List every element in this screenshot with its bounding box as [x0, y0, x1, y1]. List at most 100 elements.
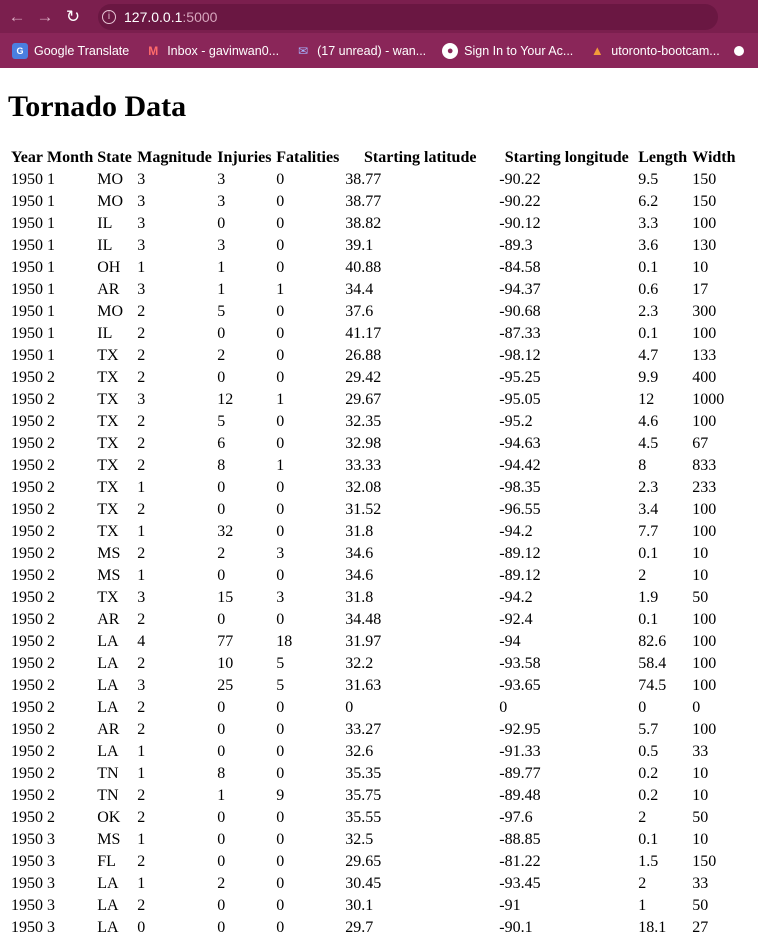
- table-cell: 32.5: [345, 831, 374, 848]
- table-cell: 2: [137, 369, 146, 386]
- table-cell: 30.45: [345, 875, 382, 892]
- table-cell: 1: [47, 193, 55, 210]
- forward-arrow-icon[interactable]: →: [36, 6, 54, 26]
- table-cell: 100: [692, 215, 717, 232]
- table-cell: -89.77: [499, 765, 541, 782]
- table-cell: 9.9: [638, 369, 659, 386]
- table-cell: 2: [47, 611, 55, 628]
- table-cell: 0: [276, 259, 285, 276]
- table-cell: 1950: [11, 809, 43, 826]
- table-cell: 29.42: [345, 369, 382, 386]
- table-cell: OK: [97, 809, 121, 826]
- table-cell: 1950: [11, 303, 43, 320]
- table-cell: -89.3: [499, 237, 533, 254]
- table-cell: 33: [692, 875, 709, 892]
- table-cell: 3: [137, 193, 146, 210]
- table-cell: 2: [638, 809, 647, 826]
- table-cell: 2: [137, 699, 146, 716]
- table-cell: 0: [276, 765, 285, 782]
- column-header: Month: [47, 149, 94, 166]
- table-cell: 1: [137, 523, 146, 540]
- table-cell: 0: [276, 919, 285, 936]
- bookmark-gitlab[interactable]: ▲ utoronto-bootcam...: [589, 43, 720, 59]
- table-cell: 1: [276, 281, 285, 298]
- table-cell: 100: [692, 611, 717, 628]
- table-cell: -92.4: [499, 611, 533, 628]
- info-icon[interactable]: i: [102, 9, 116, 24]
- table-cell: 33: [692, 743, 709, 760]
- table-cell: 3: [217, 193, 226, 210]
- table-cell: 3: [137, 281, 146, 298]
- bookmark-label: (17 unread) - wan...: [317, 43, 427, 58]
- table-cell: 1950: [11, 677, 43, 694]
- bookmark-google-translate[interactable]: G Google Translate: [12, 42, 129, 59]
- table-cell: TN: [97, 765, 119, 782]
- table-cell: TX: [97, 347, 119, 364]
- table-cell: 1950: [11, 897, 43, 914]
- table-cell: 1: [47, 325, 55, 342]
- table-cell: -95.05: [499, 391, 541, 408]
- address-bar[interactable]: i 127.0.0.1:5000: [98, 3, 718, 30]
- table-cell: -95.25: [499, 369, 541, 386]
- table-cell: 2: [137, 303, 146, 320]
- table-cell: 10: [692, 765, 709, 782]
- bookmark-sign-in[interactable]: ● Sign In to Your Ac...: [442, 42, 573, 59]
- table-row: 1950 3 MS 1 0 0 32.5 -88.85 0.1 10: [10, 830, 737, 850]
- table-cell: 3: [276, 589, 285, 606]
- table-cell: -90.22: [499, 193, 541, 210]
- table-cell: 1950: [11, 743, 43, 760]
- table-cell: 1: [137, 743, 146, 760]
- table-row: 1950 2 TX 1 0 0 32.08 -98.35 2.3 233: [10, 478, 737, 498]
- bookmark-inbox[interactable]: M Inbox - gavinwan0...: [145, 43, 279, 59]
- table-cell: -96.55: [499, 501, 541, 518]
- table-cell: 3.3: [638, 215, 659, 232]
- table-cell: 1: [638, 897, 647, 914]
- table-cell: 150: [692, 193, 717, 210]
- back-arrow-icon[interactable]: ←: [8, 6, 26, 26]
- table-cell: 32: [217, 523, 234, 540]
- table-cell: 0.1: [638, 831, 659, 848]
- column-header: Year: [11, 149, 43, 166]
- table-cell: 12: [217, 391, 234, 408]
- table-cell: 3.6: [638, 237, 659, 254]
- reload-icon[interactable]: ↻: [65, 6, 81, 26]
- table-cell: OH: [97, 259, 121, 276]
- bookmark-overflow-icon[interactable]: [733, 45, 744, 56]
- table-cell: 0: [217, 919, 226, 936]
- table-body: 1950 1 MO 3 3 0 38.77 -90.22 9.5 150 1950 1 MO 3 3 0 38.…: [10, 170, 737, 938]
- table-cell: 15: [217, 589, 234, 606]
- table-cell: 0: [276, 611, 285, 628]
- table-cell: 0: [276, 171, 285, 188]
- table-cell: 1950: [11, 457, 43, 474]
- table-cell: LA: [97, 919, 119, 936]
- bookmark-yahoo-mail[interactable]: ✉ (17 unread) - wan...: [295, 43, 426, 59]
- table-cell: 1950: [11, 853, 43, 870]
- table-cell: 2: [47, 589, 55, 606]
- table-cell: -90.22: [499, 171, 541, 188]
- table-cell: 0.2: [638, 787, 659, 804]
- table-cell: 0: [217, 215, 226, 232]
- table-cell: 1: [217, 259, 226, 276]
- table-cell: 0: [217, 699, 226, 716]
- table-cell: LA: [97, 699, 119, 716]
- table-cell: 30.1: [345, 897, 374, 914]
- table-cell: 50: [692, 897, 709, 914]
- table-cell: 0: [276, 435, 285, 452]
- table-cell: 3: [137, 391, 146, 408]
- table-cell: 100: [692, 721, 717, 738]
- column-header: Starting latitude: [364, 149, 477, 166]
- table-cell: 2: [47, 699, 55, 716]
- table-cell: 3.4: [638, 501, 659, 518]
- table-cell: 31.8: [345, 523, 374, 540]
- table-row: 1950 3 LA 0 0 0 29.7 -90.1 18.1 27: [10, 918, 737, 938]
- table-cell: 0: [276, 237, 285, 254]
- table-cell: MS: [97, 567, 121, 584]
- table-cell: 2: [47, 765, 55, 782]
- table-cell: 833: [692, 457, 717, 474]
- table-cell: AR: [97, 721, 120, 738]
- table-row: 1950 2 LA 4 77 18 31.97 -94 82.6 100: [10, 632, 737, 652]
- table-cell: -94.63: [499, 435, 541, 452]
- table-cell: 2: [638, 875, 647, 892]
- table-cell: 32.6: [345, 743, 374, 760]
- table-row: 1950 3 FL 2 0 0 29.65 -81.22 1.5 150: [10, 852, 737, 872]
